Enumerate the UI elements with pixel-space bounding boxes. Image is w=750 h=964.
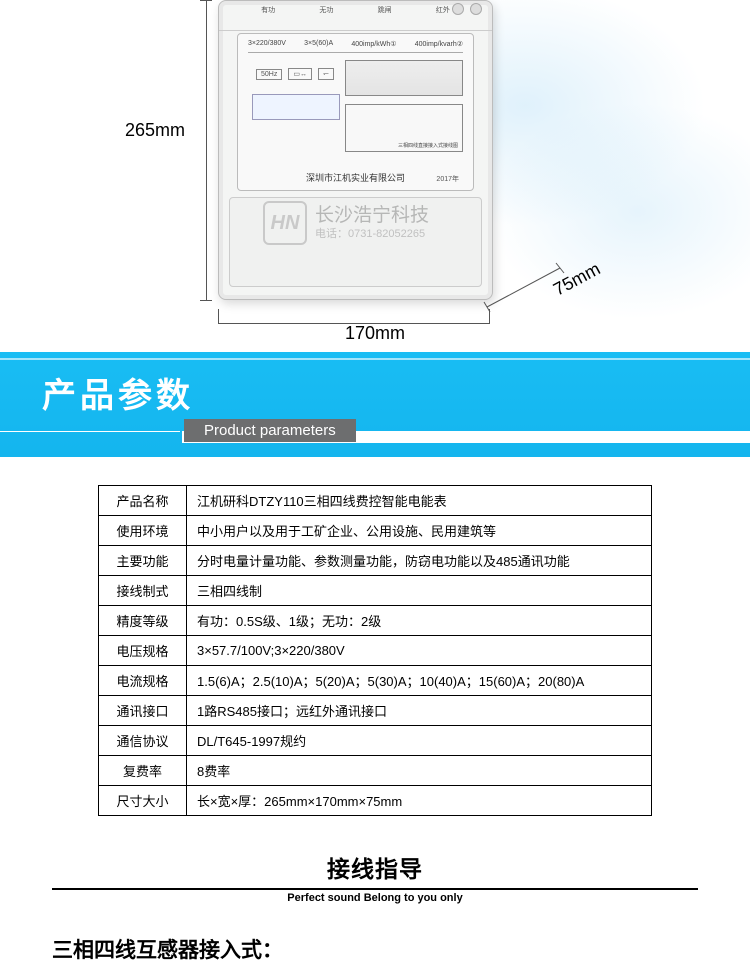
table-row: 主要功能分时电量计量功能、参数测量功能，防窃电功能以及485通讯功能 xyxy=(99,546,652,576)
spec-value: 8费率 xyxy=(187,756,652,786)
meter-wiring-diagram: 三相四线直接接入式接线图 xyxy=(345,104,463,152)
spec-value: 分时电量计量功能、参数测量功能，防窃电功能以及485通讯功能 xyxy=(187,546,652,576)
spec: 400imp/kWh① xyxy=(351,40,396,48)
spec-label: 电流规格 xyxy=(99,666,187,696)
spec-label: 主要功能 xyxy=(99,546,187,576)
spec-label: 产品名称 xyxy=(99,486,187,516)
spec-label: 电压规格 xyxy=(99,636,187,666)
spec-value: 中小用户以及用于工矿企业、公用设施、民用建筑等 xyxy=(187,516,652,546)
lcd-label: 有功 xyxy=(261,1,275,17)
meter-year: 2017年 xyxy=(436,174,459,184)
spec-value: DL/T645-1997规约 xyxy=(187,726,652,756)
spec-value: 长×宽×厚：265mm×170mm×75mm xyxy=(187,786,652,816)
wiring-title-cn: 接线指导 xyxy=(52,850,698,884)
specs-table: 产品名称江机研科DTZY110三相四线费控智能电能表使用环境中小用户以及用于工矿… xyxy=(98,485,652,816)
spec-value: 江机研科DTZY110三相四线费控智能电能表 xyxy=(187,486,652,516)
spec-label: 精度等级 xyxy=(99,606,187,636)
table-row: 接线制式三相四线制 xyxy=(99,576,652,606)
table-row: 精度等级有功：0.5S级、1级；无功：2级 xyxy=(99,606,652,636)
watermark-company: 长沙浩宁科技 xyxy=(315,206,429,225)
spec-label: 通讯接口 xyxy=(99,696,187,726)
section-header-params: 产品参数 Product parameters xyxy=(0,352,750,457)
meter-device: 有功 无功 跳闸 红外 3×220/380V 3×5(60)A 400imp/k… xyxy=(218,0,493,300)
watermark-logo: HN xyxy=(263,201,307,245)
spec: 400imp/kvarh② xyxy=(415,40,463,48)
meter-info-box xyxy=(345,60,463,96)
spec-label: 通信协议 xyxy=(99,726,187,756)
section-header-wiring: 接线指导 Perfect sound Belong to you only xyxy=(0,846,750,914)
lcd-label: 无功 xyxy=(319,1,333,17)
spec-label: 复费率 xyxy=(99,756,187,786)
table-row: 电流规格1.5(6)A；2.5(10)A；5(20)A；5(30)A；10(40… xyxy=(99,666,652,696)
dim-width: 170mm xyxy=(345,323,405,344)
spec-value: 1路RS485接口；远红外通讯接口 xyxy=(187,696,652,726)
spec-value: 有功：0.5S级、1级；无功：2级 xyxy=(187,606,652,636)
watermark: HN 长沙浩宁科技 电话：0731-82052265 xyxy=(263,201,429,245)
section-title-cn: 产品参数 xyxy=(42,368,708,417)
section-title-en: Product parameters xyxy=(184,419,356,442)
table-row: 通讯接口1路RS485接口；远红外通讯接口 xyxy=(99,696,652,726)
lcd-label: 跳闸 xyxy=(378,1,392,17)
meter-button xyxy=(452,3,464,15)
spec-value: 1.5(6)A；2.5(10)A；5(20)A；5(30)A；10(40)A；1… xyxy=(187,666,652,696)
spec-label: 尺寸大小 xyxy=(99,786,187,816)
lcd-label: 红外 xyxy=(436,1,450,17)
table-row: 电压规格3×57.7/100V;3×220/380V xyxy=(99,636,652,666)
meter-hz: 50Hz ▭↔ ↽ xyxy=(256,68,334,80)
table-row: 尺寸大小长×宽×厚：265mm×170mm×75mm xyxy=(99,786,652,816)
table-row: 使用环境中小用户以及用于工矿企业、公用设施、民用建筑等 xyxy=(99,516,652,546)
wiring-title-en: Perfect sound Belong to you only xyxy=(52,892,698,904)
dim-line-vertical xyxy=(206,0,207,300)
spec-label: 接线制式 xyxy=(99,576,187,606)
table-row: 产品名称江机研科DTZY110三相四线费控智能电能表 xyxy=(99,486,652,516)
meter-panel: 3×220/380V 3×5(60)A 400imp/kWh① 400imp/k… xyxy=(237,33,474,191)
wiring-subtitle: 三相四线互感器接入式： xyxy=(0,914,750,964)
table-row: 复费率8费率 xyxy=(99,756,652,786)
watermark-phone: 电话：0731-82052265 xyxy=(315,225,429,241)
spec-value: 3×57.7/100V;3×220/380V xyxy=(187,636,652,666)
spec: 3×5(60)A xyxy=(304,40,333,48)
dim-tick xyxy=(200,300,212,301)
spec: 3×220/380V xyxy=(248,40,286,48)
table-row: 通信协议DL/T645-1997规约 xyxy=(99,726,652,756)
spec-label: 使用环境 xyxy=(99,516,187,546)
meter-button xyxy=(470,3,482,15)
spec-value: 三相四线制 xyxy=(187,576,652,606)
meter-barcode xyxy=(252,94,340,120)
specs-table-wrap: 产品名称江机研科DTZY110三相四线费控智能电能表使用环境中小用户以及用于工矿… xyxy=(0,457,750,846)
product-diagram: 265mm 有功 无功 跳闸 红外 3×220/380V 3×5(60)A 40… xyxy=(0,0,750,352)
dim-tick xyxy=(200,0,212,1)
dim-height: 265mm xyxy=(125,120,185,141)
